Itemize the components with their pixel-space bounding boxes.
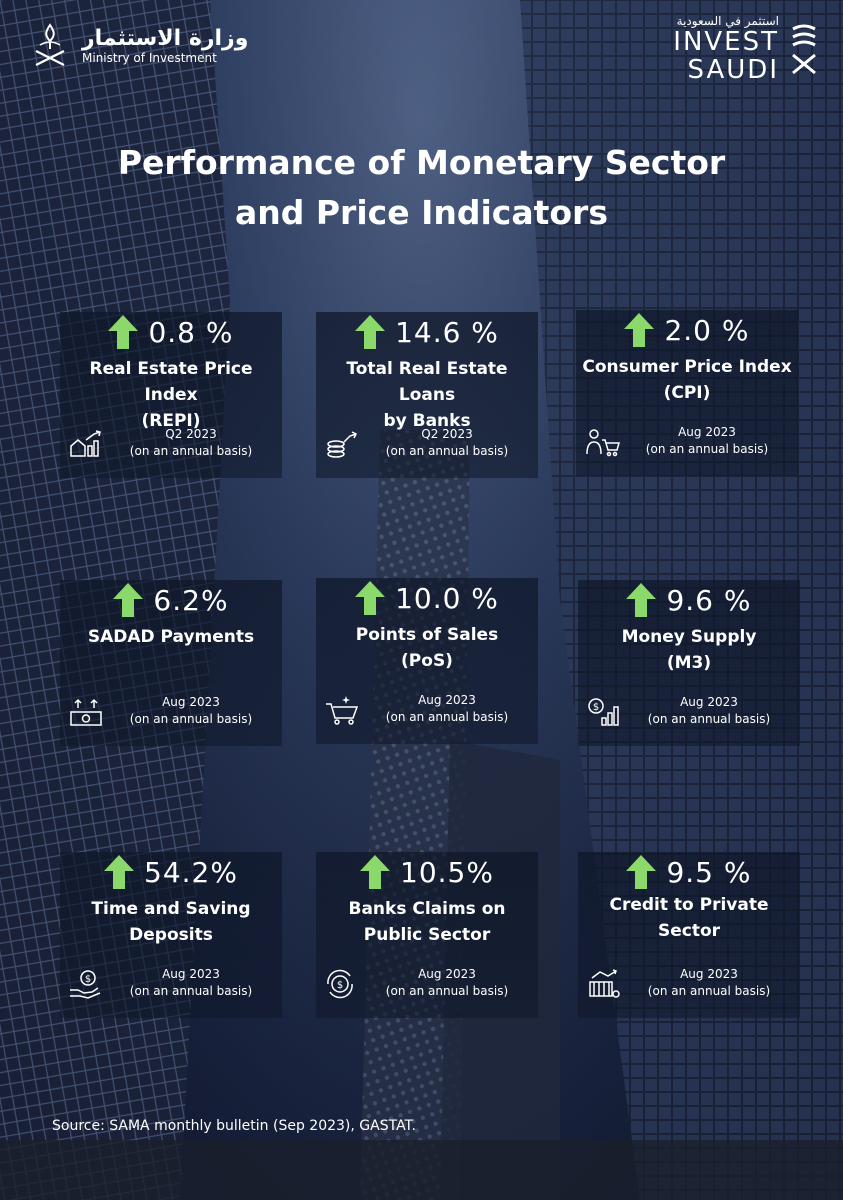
invest-word: INVEST bbox=[673, 27, 779, 57]
page-title: Performance of Monetary Sector and Price… bbox=[0, 138, 843, 238]
coin-cycle-icon: $ bbox=[327, 969, 353, 999]
indicator-value: 14.6 % bbox=[395, 315, 499, 349]
indicator-period: Aug 2023 bbox=[162, 967, 220, 981]
up-arrow-icon bbox=[626, 855, 657, 889]
ministry-english-name: Ministry of Investment bbox=[82, 51, 217, 65]
indicator-label: Total Real Estate Loans bbox=[346, 359, 508, 405]
indicator-label: SADAD Payments bbox=[87, 627, 255, 647]
up-arrow-icon bbox=[355, 581, 386, 615]
saudi-word: SAUDI bbox=[687, 55, 779, 85]
indicator-card-pos: 10.0 % Points of Sales (PoS) Aug 2023 (o… bbox=[316, 578, 538, 744]
consumer-cart-icon bbox=[586, 429, 620, 457]
indicator-label: Money Supply bbox=[621, 627, 757, 647]
indicator-card-cpi: 2.0 % Consumer Price Index (CPI) Aug 202… bbox=[576, 310, 798, 476]
indicator-value: 10.5% bbox=[400, 855, 494, 889]
palm-swords-icon bbox=[792, 24, 816, 75]
title-line-2: and Price Indicators bbox=[235, 193, 608, 232]
indicator-value: 2.0 % bbox=[664, 313, 750, 347]
cash-payment-icon bbox=[70, 698, 102, 726]
indicator-label: Points of Sales bbox=[355, 625, 499, 645]
up-arrow-icon bbox=[355, 315, 386, 349]
up-arrow-icon bbox=[624, 313, 655, 347]
indicator-label-sub: (M3) bbox=[666, 653, 712, 673]
indicator-value: 0.8 % bbox=[148, 315, 234, 349]
indicator-label: Credit to Private bbox=[609, 895, 769, 915]
ministry-arabic-name: وزارة الاستثمار bbox=[82, 26, 249, 51]
saudi-emblem-icon bbox=[35, 23, 65, 66]
indicator-label-sub: Deposits bbox=[129, 925, 213, 945]
indicator-card-repi: 0.8 % Real Estate Price Index (REPI) Q2 … bbox=[60, 312, 282, 478]
indicator-label-sub: Sector bbox=[657, 921, 721, 941]
up-arrow-icon bbox=[360, 855, 391, 889]
invest-saudi-logo: استثمر في السعودية INVEST SAUDI bbox=[673, 14, 819, 84]
indicator-basis: (on an annual basis) bbox=[385, 710, 509, 724]
indicator-basis: (on an annual basis) bbox=[385, 984, 509, 998]
house-chart-icon bbox=[70, 430, 101, 457]
shopping-cart-icon bbox=[326, 696, 359, 725]
dollar-chart-icon: $ bbox=[588, 698, 619, 726]
indicator-label-sub: (PoS) bbox=[401, 651, 453, 671]
indicator-basis: (on an annual basis) bbox=[385, 444, 509, 458]
indicator-card-money-supply: 9.6 % Money Supply (M3) $ Aug 2023 (on a… bbox=[578, 580, 800, 746]
up-arrow-icon bbox=[104, 855, 135, 889]
svg-text:$: $ bbox=[85, 974, 91, 985]
indicator-period: Q2 2023 bbox=[421, 427, 473, 441]
indicator-value: 9.6 % bbox=[666, 583, 752, 617]
svg-text:$: $ bbox=[593, 702, 599, 713]
indicator-basis: (on an annual basis) bbox=[129, 984, 253, 998]
indicator-value: 54.2% bbox=[144, 855, 238, 889]
indicator-label: Time and Saving bbox=[91, 899, 251, 919]
indicator-basis: (on an annual basis) bbox=[129, 712, 253, 726]
indicator-label-sub: Public Sector bbox=[363, 925, 491, 945]
indicator-period: Q2 2023 bbox=[165, 427, 217, 441]
indicator-label: Banks Claims on bbox=[348, 899, 506, 919]
indicator-basis: (on an annual basis) bbox=[647, 712, 771, 726]
coins-growth-icon bbox=[327, 431, 358, 458]
indicator-label-sub: (CPI) bbox=[663, 383, 711, 403]
bank-chart-icon bbox=[589, 969, 620, 998]
indicator-period: Aug 2023 bbox=[418, 693, 476, 707]
invest-arabic-name: استثمر في السعودية bbox=[676, 14, 779, 28]
ministry-logo: وزارة الاستثمار Ministry of Investment bbox=[28, 20, 248, 72]
svg-text:$: $ bbox=[337, 980, 343, 991]
indicator-period: Aug 2023 bbox=[680, 967, 738, 981]
up-arrow-icon bbox=[626, 583, 657, 617]
indicator-card-deposits: 54.2% Time and Saving Deposits $ Aug 202… bbox=[60, 852, 282, 1018]
indicator-card-sadad: 6.2% SADAD Payments Aug 2023 (on an annu… bbox=[60, 580, 282, 746]
indicator-label: Real Estate Price Index bbox=[89, 359, 253, 405]
indicator-basis: (on an annual basis) bbox=[647, 984, 771, 998]
indicator-period: Aug 2023 bbox=[162, 695, 220, 709]
indicator-card-bank-claims: 10.5% Banks Claims on Public Sector $ Au… bbox=[316, 852, 538, 1018]
up-arrow-icon bbox=[108, 315, 139, 349]
indicator-label-sub: by Banks bbox=[383, 411, 471, 431]
indicator-basis: (on an annual basis) bbox=[129, 444, 253, 458]
indicator-label: Consumer Price Index bbox=[582, 357, 792, 377]
indicator-label-sub: (REPI) bbox=[141, 411, 201, 431]
title-line-1: Performance of Monetary Sector bbox=[117, 143, 726, 182]
indicator-card-private-credit: 9.5 % Credit to Private Sector Aug 2023 … bbox=[578, 852, 800, 1018]
source-note: Source: SAMA monthly bulletin (Sep 2023)… bbox=[52, 1118, 416, 1134]
indicator-value: 9.5 % bbox=[666, 855, 752, 889]
indicator-basis: (on an annual basis) bbox=[645, 442, 769, 456]
indicator-card-real-estate-loans: 14.6 % Total Real Estate Loans by Banks … bbox=[316, 312, 538, 478]
indicator-period: Aug 2023 bbox=[418, 967, 476, 981]
indicator-value: 6.2% bbox=[153, 583, 229, 617]
hand-coin-icon: $ bbox=[70, 970, 101, 999]
indicator-period: Aug 2023 bbox=[678, 425, 736, 439]
indicator-period: Aug 2023 bbox=[680, 695, 738, 709]
indicator-value: 10.0 % bbox=[395, 581, 499, 615]
up-arrow-icon bbox=[113, 583, 144, 617]
